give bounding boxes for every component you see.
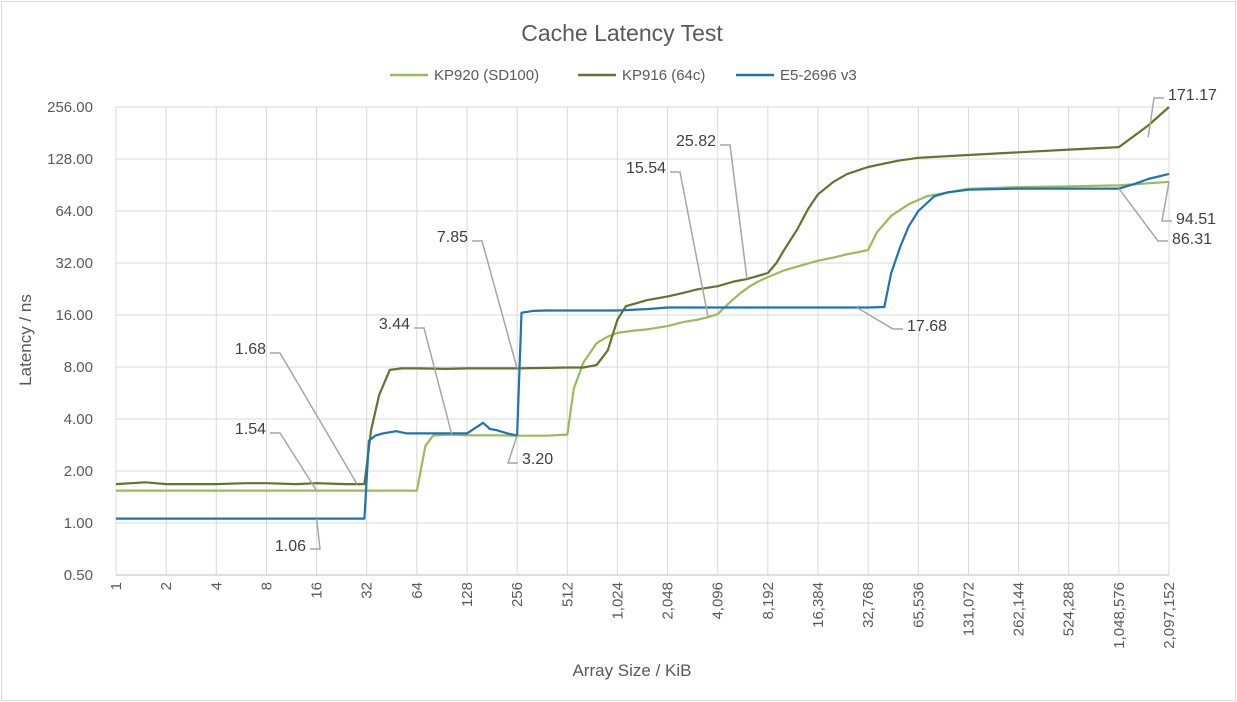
- x-tick-label: 1,048,576: [1111, 582, 1128, 649]
- x-tick-label: 32: [359, 582, 376, 599]
- x-tick-label: 262,144: [1011, 582, 1028, 636]
- axes: 1 2 4 8 16 32 64 128 256 512 1,024 2,048 4,096 8,192 1…: [47, 99, 1178, 649]
- x-tick-label: 128: [459, 582, 476, 607]
- y-tick-label: 2.00: [64, 463, 93, 480]
- data-callouts: 1.06 1.54 1.68 3.44 3.20 7.85 15.54 25.82 17.68 8…: [235, 87, 1217, 555]
- callout-label: 1.54: [235, 421, 266, 438]
- x-tick-label: 524,288: [1061, 582, 1078, 636]
- callout-leader: [506, 435, 518, 464]
- x-tick-label: 1,024: [609, 582, 626, 620]
- gridlines: [115, 106, 1170, 576]
- x-tick-label: 256: [509, 582, 526, 607]
- callout-leader: [856, 306, 903, 330]
- callout-label: 15.54: [626, 160, 666, 177]
- callout-label: 25.82: [676, 133, 716, 150]
- callout-leader: [720, 144, 748, 280]
- y-tick-label: 32.00: [55, 255, 93, 272]
- y-axis-title: Latency / ns: [16, 294, 35, 386]
- callout-leader: [670, 171, 709, 318]
- legend-label: E5-2696 v3: [780, 67, 857, 84]
- legend-label: KP916 (64c): [622, 67, 705, 84]
- y-tick-label: 16.00: [55, 307, 93, 324]
- y-tick-label: 1.00: [64, 515, 93, 532]
- x-tick-label: 4: [208, 582, 225, 590]
- callout-label: 86.31: [1172, 231, 1212, 248]
- x-tick-label: 2: [158, 582, 175, 590]
- callout-label: 1.06: [275, 538, 306, 555]
- y-tick-label: 4.00: [64, 411, 93, 428]
- callout-leader: [1118, 188, 1168, 242]
- callout-leader: [414, 327, 453, 436]
- x-tick-label: 65,536: [910, 582, 927, 628]
- legend-label: KP920 (SD100): [434, 67, 539, 84]
- series-line-kp916-64c: [115, 106, 1170, 486]
- callout-leader: [270, 432, 318, 492]
- x-tick-label: 131,072: [960, 582, 977, 636]
- x-tick-label: 2,048: [660, 582, 677, 620]
- series-line-e5-2696-v3: [116, 172, 1170, 520]
- x-tick-label: 16: [309, 582, 326, 599]
- x-tick-label: 16,384: [810, 582, 827, 628]
- callout-label: 7.85: [437, 229, 468, 246]
- series-line-kp920-sd100: [116, 180, 1170, 492]
- y-tick-label: 128.00: [47, 151, 93, 168]
- callout-label: 3.20: [522, 451, 553, 468]
- callout-leader: [310, 518, 321, 550]
- chart-title: Cache Latency Test: [521, 20, 723, 46]
- x-tick-label: 8: [258, 582, 275, 590]
- x-tick-label: 1: [108, 582, 125, 590]
- y-tick-label: 0.50: [64, 567, 93, 584]
- y-tick-label: 64.00: [55, 203, 93, 220]
- callout-leader: [1161, 181, 1172, 222]
- x-tick-label: 4,096: [710, 582, 727, 620]
- callout-leader: [472, 240, 518, 369]
- callout-label: 1.68: [235, 341, 266, 358]
- callout-leader: [1147, 97, 1164, 138]
- x-tick-label: 2,097,152: [1161, 582, 1178, 649]
- callout-leader: [270, 352, 358, 485]
- series-lines: [115, 106, 1170, 520]
- callout-label: 17.68: [907, 318, 947, 335]
- y-tick-label: 8.00: [64, 359, 93, 376]
- x-tick-label: 8,192: [760, 582, 777, 620]
- x-tick-label: 64: [409, 582, 426, 599]
- x-tick-label: 512: [559, 582, 576, 607]
- callout-label: 171.17: [1168, 87, 1217, 104]
- callout-label: 3.44: [379, 316, 410, 333]
- y-tick-label: 256.00: [47, 99, 93, 116]
- callout-label: 94.51: [1176, 211, 1216, 228]
- x-axis-title: Array Size / KiB: [572, 661, 691, 680]
- x-tick-label: 32,768: [860, 582, 877, 628]
- legend: KP920 (SD100) KP916 (64c) E5-2696 v3: [390, 67, 857, 84]
